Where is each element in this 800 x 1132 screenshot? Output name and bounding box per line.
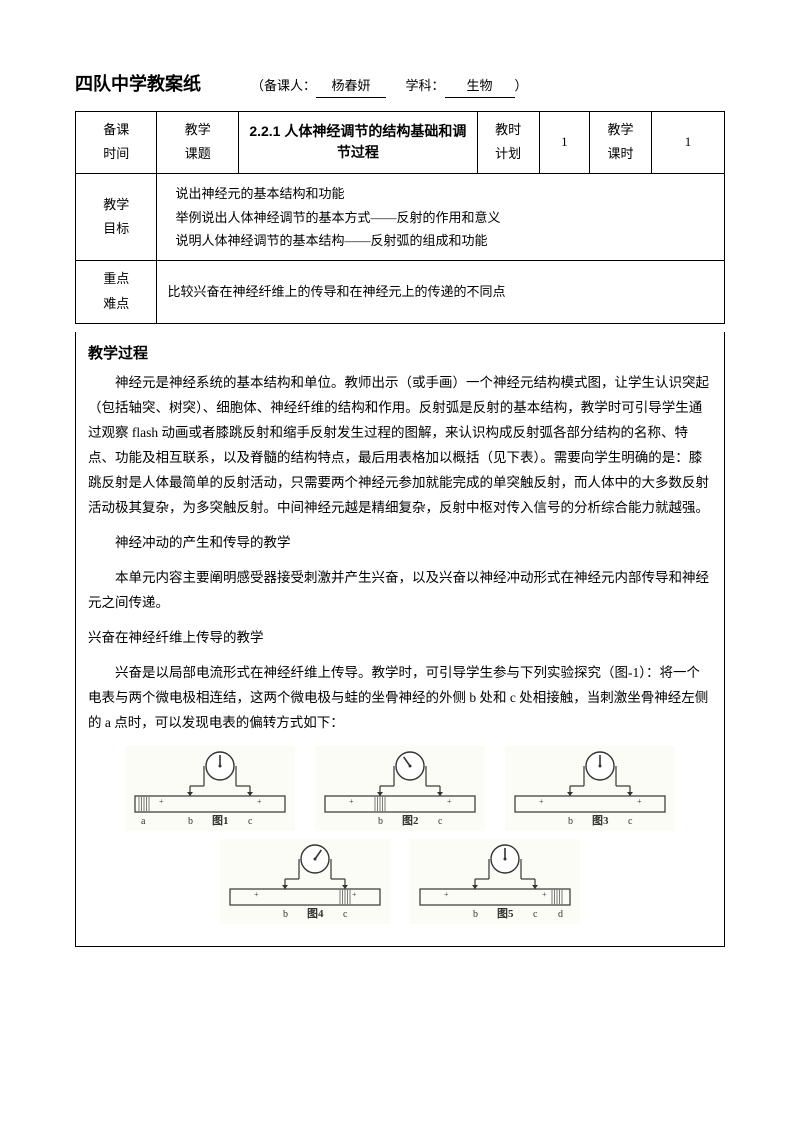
- svg-text:a: a: [141, 816, 146, 827]
- header-close: ）: [515, 78, 528, 93]
- topic-label: 教学课题: [157, 111, 238, 173]
- svg-text:图1: 图1: [212, 814, 229, 827]
- svg-text:+: +: [539, 797, 544, 806]
- topic-value: 2.2.1 人体神经调节的结构基础和调节过程: [238, 111, 477, 173]
- svg-text:b: b: [283, 909, 288, 920]
- table-row: 重点难点 比较兴奋在神经纤维上的传导和在神经元上的传递的不同点: [76, 261, 725, 323]
- svg-text:图5: 图5: [497, 907, 514, 920]
- svg-text:c: c: [343, 909, 348, 920]
- circuit-diagram: + + b 图2 c: [315, 746, 485, 831]
- diagram-row-2: + + b 图4 c + + b 图5 c d: [88, 839, 712, 924]
- subject-value: 生物: [445, 76, 515, 98]
- period-value: 1: [651, 111, 724, 173]
- header-meta: （备课人：杨春妍 学科：生物）: [251, 76, 528, 98]
- paragraph: 兴奋在神经纤维上传导的教学: [88, 626, 712, 651]
- table-row: 备课时间 教学课题 2.2.1 人体神经调节的结构基础和调节过程 教时计划 1 …: [76, 111, 725, 173]
- prep-time-label: 备课时间: [76, 111, 157, 173]
- svg-text:+: +: [257, 797, 262, 806]
- info-table: 备课时间 教学课题 2.2.1 人体神经调节的结构基础和调节过程 教时计划 1 …: [75, 111, 725, 324]
- objectives-content: 说出神经元的基本结构和功能举例说出人体神经调节的基本方式——反射的作用和意义说明…: [157, 174, 725, 261]
- keypoints-label: 重点难点: [76, 261, 157, 323]
- svg-text:+: +: [444, 890, 449, 899]
- circuit-diagram: + + b 图4 c: [220, 839, 390, 924]
- svg-text:b: b: [188, 816, 193, 827]
- plan-label: 教时计划: [477, 111, 539, 173]
- plan-value: 1: [539, 111, 590, 173]
- svg-text:图2: 图2: [402, 814, 419, 827]
- svg-text:+: +: [352, 890, 357, 899]
- svg-text:+: +: [159, 797, 164, 806]
- paragraph: 神经冲动的产生和传导的教学: [88, 531, 712, 556]
- page-title: 四队中学教案纸: [75, 70, 201, 99]
- svg-text:c: c: [248, 816, 253, 827]
- circuit-diagram: + + b 图5 c d: [410, 839, 580, 924]
- paragraph: 本单元内容主要阐明感受器接受刺激并产生兴奋，以及兴奋以神经冲动形式在神经元内部传…: [88, 566, 712, 616]
- svg-text:+: +: [349, 797, 354, 806]
- svg-text:b: b: [378, 816, 383, 827]
- diagram-row-1: + + a b 图1 c + + b 图2 c + +: [88, 746, 712, 831]
- objectives-label: 教学目标: [76, 174, 157, 261]
- paragraph: 神经元是神经系统的基本结构和单位。教师出示（或手画）一个神经元结构模式图，让学生…: [88, 371, 712, 521]
- svg-text:b: b: [568, 816, 573, 827]
- svg-text:c: c: [438, 816, 443, 827]
- svg-text:+: +: [447, 797, 452, 806]
- subject-label: 学科：: [406, 78, 445, 93]
- circuit-diagram: + + a b 图1 c: [125, 746, 295, 831]
- svg-text:+: +: [637, 797, 642, 806]
- svg-text:图4: 图4: [307, 907, 324, 920]
- circuit-diagram: + + b 图3 c: [505, 746, 675, 831]
- svg-text:d: d: [558, 909, 563, 920]
- diagram-area: + + a b 图1 c + + b 图2 c + +: [88, 746, 712, 924]
- keypoints-content: 比较兴奋在神经纤维上的传导和在神经元上的传递的不同点: [157, 261, 725, 323]
- svg-text:+: +: [254, 890, 259, 899]
- preparer-label: （备课人：: [251, 78, 316, 93]
- period-label: 教学课时: [590, 111, 652, 173]
- svg-text:c: c: [533, 909, 538, 920]
- svg-text:b: b: [473, 909, 478, 920]
- table-row: 教学目标 说出神经元的基本结构和功能举例说出人体神经调节的基本方式——反射的作用…: [76, 174, 725, 261]
- svg-text:+: +: [542, 890, 547, 899]
- svg-text:c: c: [628, 816, 633, 827]
- preparer-value: 杨春妍: [316, 76, 386, 98]
- teaching-process: 教学过程 神经元是神经系统的基本结构和单位。教师出示（或手画）一个神经元结构模式…: [75, 332, 725, 947]
- process-heading: 教学过程: [88, 340, 712, 368]
- paragraph: 兴奋是以局部电流形式在神经纤维上传导。教学时，可引导学生参与下列实验探究（图-1…: [88, 661, 712, 736]
- svg-text:图3: 图3: [592, 814, 609, 827]
